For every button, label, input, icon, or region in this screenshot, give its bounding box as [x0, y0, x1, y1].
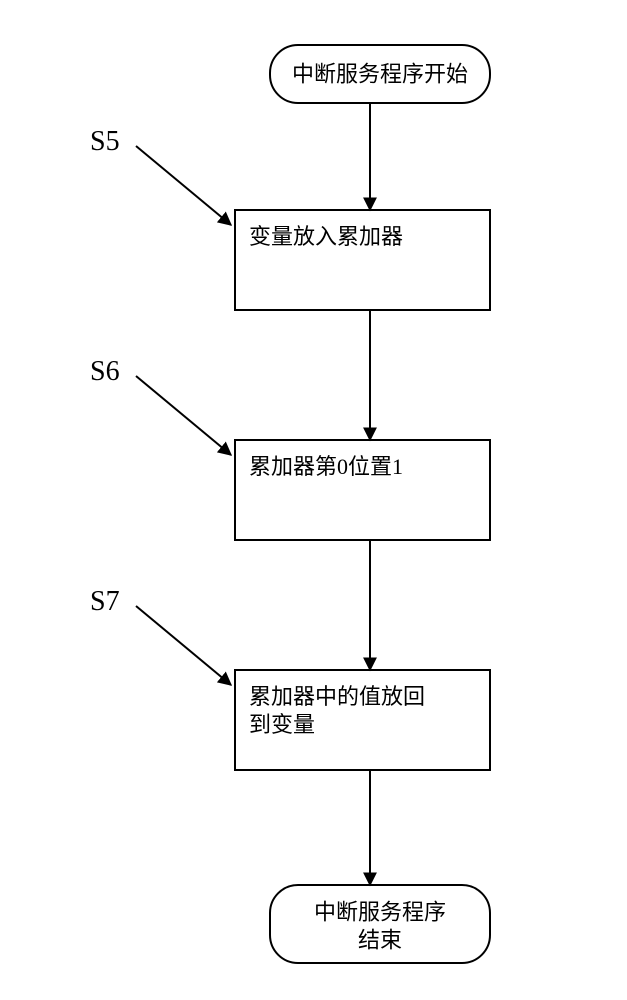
step-label-arrow-l5 — [136, 146, 231, 225]
process-box-s6-label: 累加器第0位置1 — [249, 454, 403, 479]
step-label-arrow-l6 — [136, 376, 231, 455]
terminator-start-label: 中断服务程序开始 — [292, 62, 468, 87]
terminator-end-label-2: 结束 — [358, 928, 402, 953]
step-label-l7: S7 — [90, 586, 120, 617]
process-box-s5-label: 变量放入累加器 — [249, 224, 403, 249]
step-label-l6: S6 — [90, 356, 120, 387]
terminator-end-label-1: 中断服务程序 — [314, 900, 446, 925]
step-label-l5: S5 — [90, 126, 120, 157]
step-label-arrow-l7 — [136, 606, 231, 685]
process-box-s7-label-2: 到变量 — [249, 712, 315, 737]
process-box-s7-label-1: 累加器中的值放回 — [249, 684, 425, 709]
